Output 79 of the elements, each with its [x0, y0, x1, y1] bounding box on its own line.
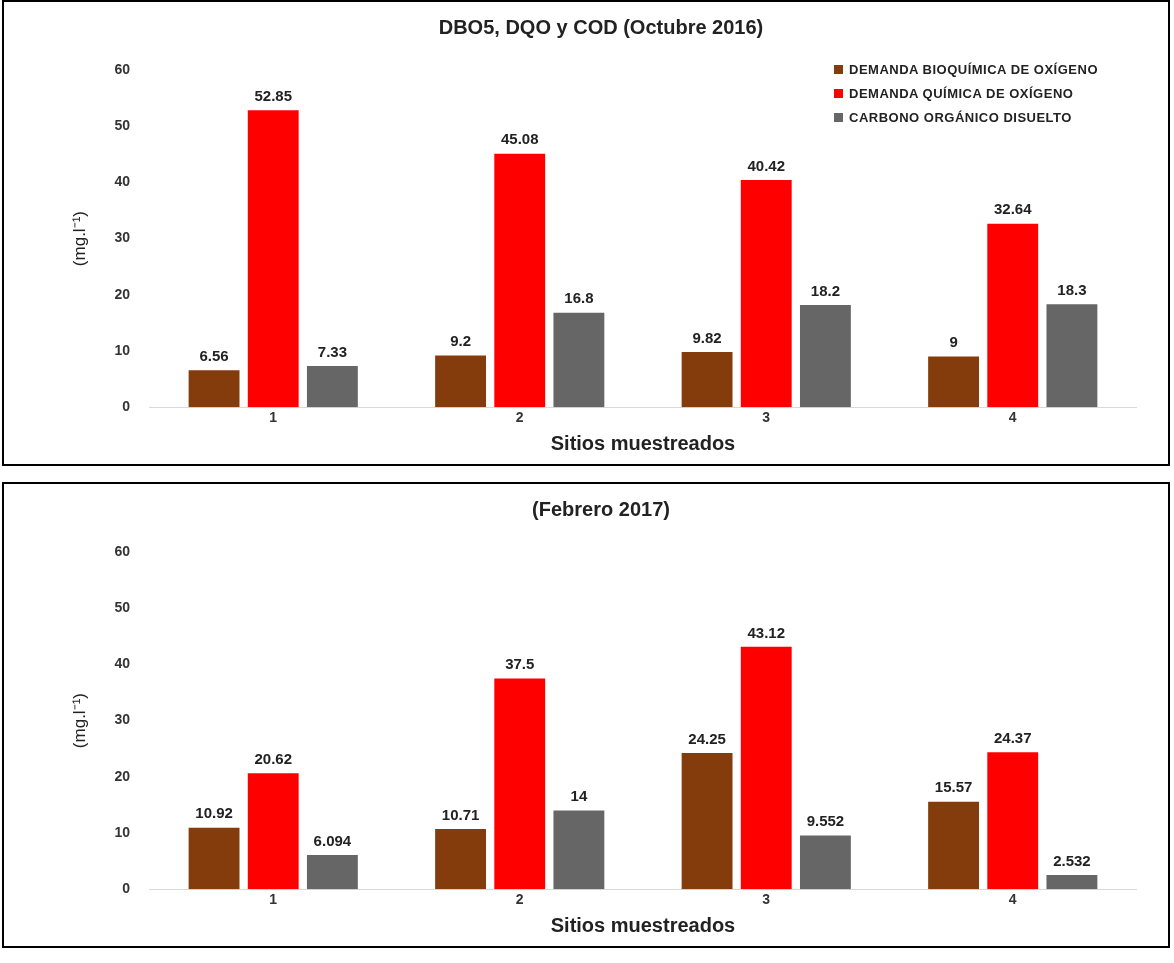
bar [188, 827, 240, 890]
bar [928, 801, 980, 890]
x-tick-label: 1 [269, 409, 278, 426]
y-tick-label: 10 [114, 823, 131, 840]
x-tick-label: 4 [1008, 891, 1017, 908]
data-label: 18.3 [1057, 280, 1087, 298]
data-label: 2.532 [1053, 851, 1091, 869]
data-label: 9.82 [692, 328, 722, 346]
legend-label: CARBONO ORGÁNICO DISUELTO [849, 110, 1072, 125]
data-label: 6.094 [313, 831, 352, 849]
bar [740, 180, 792, 408]
y-axis-title: (mg.l⁻¹) [69, 211, 89, 267]
data-label: 37.5 [505, 655, 535, 673]
y-tick-label: 30 [114, 229, 131, 246]
x-tick-label: 1 [269, 891, 278, 908]
bar [247, 773, 299, 890]
data-label: 9.552 [806, 812, 845, 830]
data-label: 10.71 [441, 805, 480, 823]
data-label: 45.08 [500, 130, 539, 148]
y-tick-label: 0 [122, 398, 131, 415]
data-label: 40.42 [747, 156, 786, 174]
data-label: 6.56 [199, 346, 229, 364]
data-label: 52.85 [254, 86, 292, 104]
data-label: 18.2 [810, 281, 840, 299]
data-label: 7.33 [317, 342, 347, 360]
bar [306, 366, 358, 408]
y-axis-title: (mg.l⁻¹) [69, 693, 89, 749]
x-tick-label: 3 [762, 409, 771, 426]
y-tick-label: 0 [122, 880, 131, 897]
x-tick-label: 3 [762, 891, 771, 908]
y-tick-label: 40 [114, 655, 131, 672]
bar [188, 370, 240, 408]
y-tick-label: 40 [114, 173, 131, 190]
bar [987, 223, 1039, 408]
data-label: 9 [949, 333, 958, 351]
data-label: 24.37 [993, 728, 1032, 746]
y-tick-label: 60 [114, 542, 131, 559]
y-tick-label: 30 [114, 711, 131, 728]
data-label: 43.12 [747, 623, 786, 641]
x-tick-label: 4 [1008, 409, 1017, 426]
legend-label: DEMANDA BIOQUÍMICA DE OXÍGENO [849, 62, 1098, 77]
bar [740, 646, 792, 890]
y-tick-label: 10 [114, 341, 131, 358]
bar [435, 355, 487, 408]
bar [1046, 304, 1098, 408]
y-tick-label: 50 [114, 599, 131, 616]
x-axis-title: Sitios muestreados [550, 431, 736, 454]
chart-title: (Febrero 2017) [532, 497, 670, 520]
bar [681, 752, 733, 890]
x-axis-title: Sitios muestreados [550, 913, 736, 936]
x-tick-label: 2 [515, 891, 524, 908]
data-label: 10.92 [195, 804, 233, 822]
y-tick-label: 20 [114, 285, 131, 302]
bar [553, 312, 605, 408]
y-tick-label: 50 [114, 117, 131, 134]
bar [435, 829, 487, 890]
data-label: 32.64 [993, 200, 1033, 218]
bar [987, 752, 1039, 890]
data-label: 24.25 [688, 729, 726, 747]
bar [553, 810, 605, 890]
bar [494, 153, 546, 408]
y-tick-label: 20 [114, 767, 131, 784]
bar [306, 854, 358, 890]
data-label: 9.2 [450, 332, 471, 350]
bar [799, 835, 851, 890]
bar [1046, 874, 1098, 890]
bar [928, 356, 980, 408]
data-label: 16.8 [564, 289, 594, 307]
legend-label: DEMANDA QUÍMICA DE OXÍGENO [849, 86, 1074, 101]
x-tick-label: 2 [515, 409, 524, 426]
bar [494, 678, 546, 890]
chart-title: DBO5, DQO y COD (Octubre 2016) [438, 15, 764, 38]
data-label: 15.57 [934, 778, 973, 796]
bar [247, 110, 299, 408]
y-tick-label: 60 [114, 60, 131, 77]
data-label: 14 [570, 787, 588, 805]
bar [799, 304, 851, 408]
bar [681, 352, 733, 408]
data-label: 20.62 [254, 749, 292, 767]
